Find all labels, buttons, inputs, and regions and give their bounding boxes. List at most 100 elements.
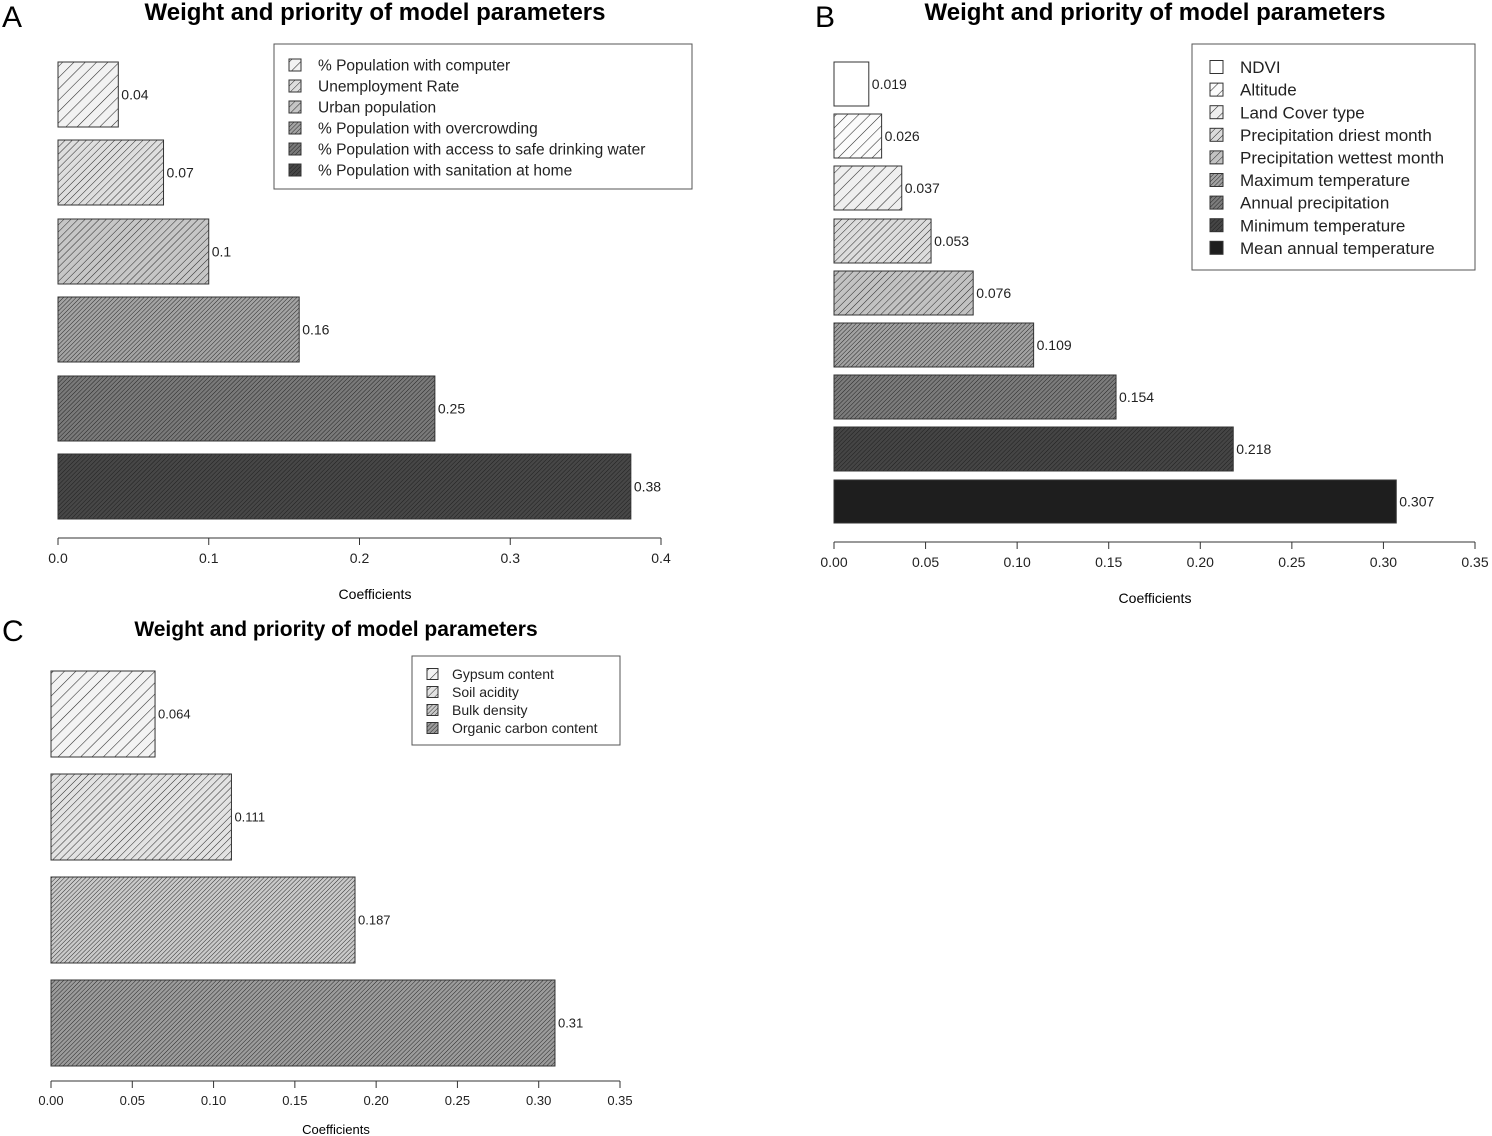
panel-a-bar-4-hatch [58, 297, 300, 362]
panel-b-legend-swatch-8-hatch [1210, 218, 1223, 232]
panel-a-tick-label-2: 0.1 [199, 550, 219, 566]
panel-a-tick-label-1: 0.0 [48, 550, 68, 566]
panel-c-legend-frame [411, 655, 621, 746]
panel-b-legend: NDVI Altitude Land Cover type Precipitation… [1209, 58, 1444, 258]
panel-b-bar-5-outline [833, 270, 974, 316]
panel-a-legend-label-3: Urban population [318, 100, 436, 117]
panel-c-bars [50, 670, 556, 1067]
panel-c-xlabel: Coefficients [302, 1122, 370, 1136]
panel-a-legend-swatch-4-hatch [289, 122, 301, 134]
panel-b-bar-1 [834, 62, 869, 106]
panel-b-legend-swatch-6-outline [1209, 173, 1224, 187]
panel-c-legend-label-2: Soil acidity [452, 684, 519, 700]
panel-a-bar-5-outline [57, 375, 436, 442]
panel-b-legend-swatch-1 [1210, 60, 1223, 74]
panel-a-bar-1-hatch [58, 62, 119, 127]
panel-a-legend-swatch-1-outline [288, 58, 302, 72]
panel-b-tick-label-3: 0.10 [1004, 554, 1031, 570]
panel-a: A Weight and priority of model parameter… [2, 0, 693, 602]
panel-c-bar-3-hatch [51, 877, 356, 963]
panel-b-legend-label-7: Annual precipitation [1240, 194, 1389, 213]
panel-a-letter: A [2, 1, 22, 34]
panel-a-legend-swatch-5-outline [288, 142, 302, 156]
panel-c-value-label-2: 0.111 [234, 810, 265, 825]
panel-b-legend-label-2: Altitude [1240, 81, 1297, 100]
panel-a-value-labels: 0.04 0.07 0.1 0.16 0.25 0.38 [121, 86, 661, 494]
panel-c-tick-label-3: 0.10 [201, 1093, 226, 1108]
panel-c-tick-label-8: 0.35 [607, 1093, 632, 1108]
panel-b-legend-swatch-9-outline [1209, 240, 1224, 255]
panel-b-legend-swatch-7-outline [1209, 195, 1224, 210]
panel-a-legend-swatch-5-hatch [289, 143, 301, 155]
panel-a-xlabel: Coefficients [339, 586, 412, 602]
panel-b-tick-label-6: 0.25 [1278, 554, 1305, 570]
panel-b-bar-8-outline [833, 426, 1234, 472]
panel-a-bar-3-outline [57, 218, 210, 285]
panel-b-value-label-1: 0.019 [872, 76, 907, 92]
panel-b-tick-label-7: 0.30 [1370, 554, 1397, 570]
panel-a-value-label-5: 0.25 [438, 400, 465, 416]
panel-c-legend-swatch-3-outline [426, 704, 439, 716]
panel-a-bar-3-hatch [58, 219, 209, 284]
panel-b-title: Weight and priority of model parameters [925, 0, 1386, 26]
panel-b: B Weight and priority of model parameter… [815, 0, 1489, 606]
panel-a-legend-label-4: % Population with overcrowding [318, 121, 538, 138]
panel-b-value-label-7: 0.154 [1119, 389, 1154, 405]
panel-a-legend-label-5: % Population with access to safe drinkin… [318, 142, 645, 159]
panel-a-bar-2-outline [57, 139, 165, 206]
panel-c-legend: Gypsum content Soil acidity Bulk density Or… [426, 666, 598, 736]
panel-b-legend-swatch-1-outline [1209, 60, 1224, 74]
panel-b-bars [833, 61, 1397, 524]
panel-a-legend-swatch-3-outline [288, 100, 302, 114]
panel-b-legend-swatch-3-hatch [1210, 105, 1223, 119]
panel-c-tick-label-5: 0.20 [363, 1093, 388, 1108]
panel-b-legend-label-8: Minimum temperature [1240, 216, 1405, 235]
panel-c-x-axis: 0.00 0.05 0.10 0.15 0.20 0.25 0.30 0.35 [38, 1080, 633, 1108]
panel-c-legend-swatch-4-outline [426, 722, 439, 734]
panel-a-bar-2-hatch [58, 140, 164, 205]
panel-c-bar-3-outline [50, 876, 356, 964]
panel-c-bar-1-hatch [51, 671, 156, 757]
panel-b-bar-3-hatch [834, 166, 902, 210]
panel-b-legend-swatch-2-hatch [1210, 83, 1223, 97]
panel-b-value-label-9: 0.307 [1399, 493, 1434, 509]
panel-c-bar-4-outline [50, 979, 556, 1067]
panel-a-title: Weight and priority of model parameters [145, 0, 606, 26]
panel-b-bar-2-outline [833, 113, 883, 159]
panel-c-tick-label-4: 0.15 [282, 1093, 307, 1108]
panel-b-tick-label-5: 0.20 [1187, 554, 1214, 570]
panel-a-tick-label-4: 0.3 [501, 550, 521, 566]
panel-b-legend-swatch-7-hatch [1210, 196, 1223, 210]
panel-c-value-labels: 0.064 0.111 0.187 0.31 [158, 707, 583, 1031]
panel-a-legend-swatch-6-hatch [289, 164, 301, 176]
panel-b-x-axis: 0.00 0.05 0.10 0.15 0.20 0.25 0.30 0.35 [820, 541, 1489, 570]
panel-a-legend-swatch-6-outline [288, 163, 302, 177]
panel-b-value-label-6: 0.109 [1037, 337, 1072, 353]
panel-c-value-label-3: 0.187 [358, 913, 391, 928]
panel-a-value-label-4: 0.16 [302, 321, 329, 337]
panel-b-bar-3-outline [833, 165, 903, 211]
panel-c-tick-label-2: 0.05 [120, 1093, 145, 1108]
panel-a-legend-swatch-3-hatch [289, 101, 301, 113]
panel-b-legend-swatch-9 [1210, 241, 1223, 255]
panel-c-bar-1-outline [50, 670, 156, 758]
panel-b-legend-swatch-4-outline [1209, 127, 1224, 142]
panel-b-bar-7-hatch [834, 375, 1117, 419]
panel-b-tick-label-1: 0.00 [820, 554, 847, 570]
panel-b-legend-label-9: Mean annual temperature [1240, 239, 1435, 258]
panel-c-legend-swatch-4-hatch [427, 722, 438, 734]
panel-a-bar-1-outline [57, 61, 119, 128]
panel-b-legend-swatch-5-hatch [1210, 150, 1223, 164]
panel-b-value-label-5: 0.076 [976, 285, 1011, 301]
panel-c-bar-2-hatch [51, 774, 232, 860]
panel-a-legend-label-6: % Population with sanitation at home [318, 163, 572, 180]
panel-c-legend-swatch-1-hatch [427, 668, 438, 680]
panel-b-legend-swatch-8-outline [1209, 218, 1224, 233]
panel-a-legend-label-1: % Population with computer [318, 58, 510, 75]
panel-a-legend-frame [273, 43, 693, 190]
panel-b-bar-6-hatch [834, 323, 1034, 367]
panel-b-bar-4-hatch [834, 219, 932, 263]
panel-b-value-label-8: 0.218 [1236, 441, 1271, 457]
panel-a-bar-4-outline [57, 296, 300, 363]
panel-a-value-label-2: 0.07 [167, 164, 194, 180]
